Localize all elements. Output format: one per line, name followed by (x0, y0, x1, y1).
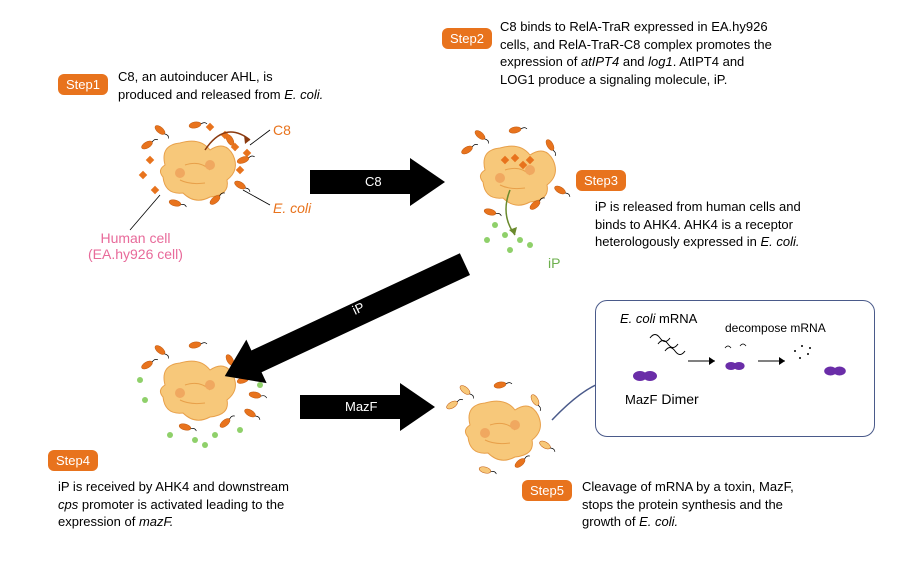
step2-badge: Step2 (442, 28, 492, 49)
label-ip: iP (548, 255, 560, 271)
label-human: Human cell(EA.hy926 cell) (88, 230, 183, 262)
arrow-ip (215, 242, 475, 397)
svg-text:C8: C8 (365, 174, 382, 189)
step3-badge: Step3 (576, 170, 626, 191)
label-c8: C8 (273, 122, 291, 138)
step4-text: iP is received by AHK4 and downstream cp… (58, 478, 338, 531)
svg-text:MazF: MazF (345, 399, 378, 414)
step5-badge: Step5 (522, 480, 572, 501)
step2-text: C8 binds to RelA-TraR expressed in EA.hy… (500, 18, 820, 88)
step4-badge: Step4 (48, 450, 98, 471)
step5-text: Cleavage of mRNA by a toxin, MazF, stops… (582, 478, 842, 531)
step3-text: iP is released from human cells and bind… (595, 198, 855, 251)
arrow-mazf: MazF (300, 383, 435, 431)
label-ecoli: E. coli (273, 200, 311, 216)
mazf-callout: E. coli mRNA decompose mRNA (595, 300, 875, 437)
arrow-c8: C8 (310, 158, 445, 206)
step1-badge: Step1 (58, 74, 108, 95)
step1-text: C8, an autoinducer AHL, is produced and … (118, 68, 368, 103)
svg-text:iP: iP (350, 299, 367, 317)
